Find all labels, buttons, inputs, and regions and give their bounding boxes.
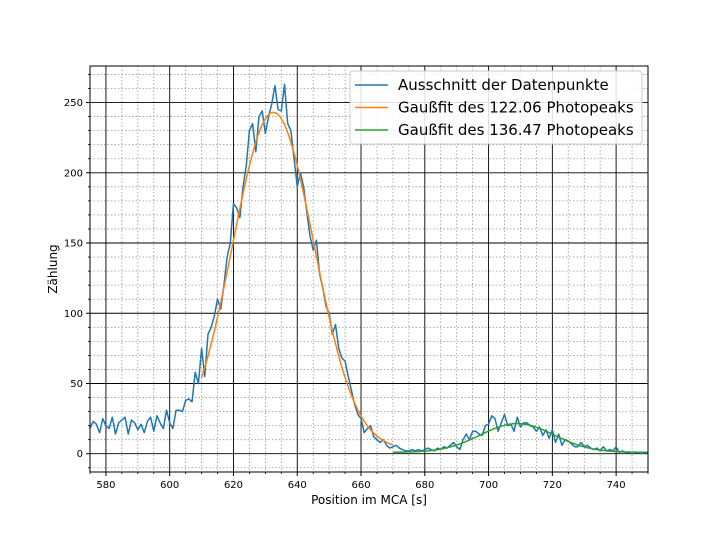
y-tick-label: 200 <box>64 168 83 179</box>
y-axis-label: Zählung <box>46 244 60 293</box>
x-axis-label: Position im MCA [s] <box>311 493 427 507</box>
x-tick-label: 600 <box>160 480 179 491</box>
x-tick-label: 720 <box>543 480 562 491</box>
x-tick-label: 680 <box>415 480 434 491</box>
y-tick-label: 50 <box>70 379 83 390</box>
y-tick-label: 100 <box>64 309 83 320</box>
x-tick-label: 580 <box>96 480 115 491</box>
x-tick-label: 660 <box>351 480 370 491</box>
x-tick-label: 640 <box>288 480 307 491</box>
x-tick-label: 740 <box>607 480 626 491</box>
legend: Ausschnitt der Datenpunkte Gaußfit des 1… <box>349 70 643 145</box>
y-tick-label: 150 <box>64 239 83 250</box>
legend-box <box>349 70 643 145</box>
legend-label-fit-122: Gaußfit des 122.06 Photopeaks <box>398 99 634 117</box>
series-line-1 <box>200 111 394 446</box>
x-tick-label: 620 <box>224 480 243 491</box>
axis-ticks: 580 600 620 640 660 680 700 720 740 0 50 100 150 200 2… <box>64 74 649 491</box>
y-tick-label: 250 <box>64 98 83 109</box>
y-tick-label: 0 <box>77 449 83 460</box>
plot-frame <box>89 65 649 473</box>
series-line-2 <box>392 422 649 454</box>
legend-label-data: Ausschnitt der Datenpunkte <box>398 76 609 94</box>
legend-label-fit-136: Gaußfit des 136.47 Photopeaks <box>398 121 634 139</box>
plot-lines <box>89 83 649 455</box>
x-tick-label: 700 <box>479 480 498 491</box>
